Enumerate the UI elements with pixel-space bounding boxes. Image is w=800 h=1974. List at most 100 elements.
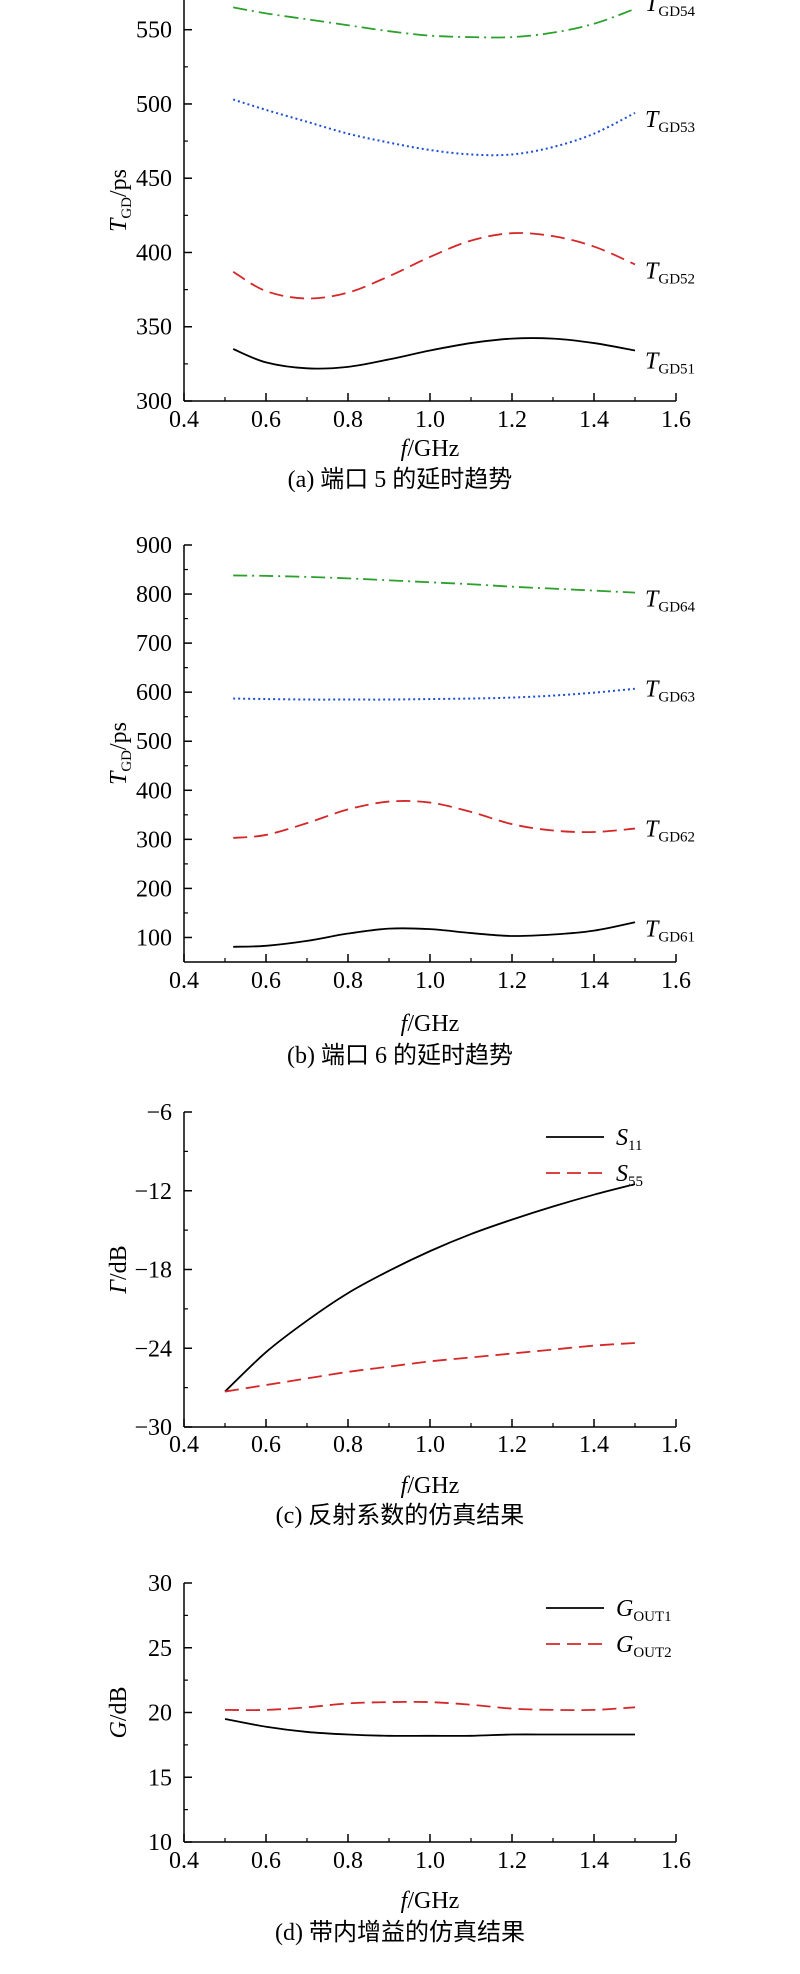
y-axis-label-main: G [106, 1721, 132, 1738]
y-axis-label-rest: /ps [106, 722, 132, 750]
legend-label: GOUT2 [616, 1632, 672, 1661]
series-line-tgd51 [232, 337, 636, 370]
x-tick-label: 0.6 [251, 968, 281, 994]
series-end-label-main: T [645, 916, 660, 942]
x-tick-label: 1.2 [497, 1848, 527, 1874]
y-tick-label: 200 [136, 876, 172, 902]
figure-caption: (b) 端口 6 的延时趋势 [287, 1042, 513, 1069]
series-end-label-main: T [645, 0, 660, 17]
x-tick-label: 1.6 [661, 968, 691, 994]
x-axis-label-main: f [401, 436, 411, 462]
legend-label-main: S [616, 1125, 628, 1151]
series-end-label-sub: GD52 [658, 271, 695, 287]
series-line-tgd63 [233, 687, 636, 701]
y-tick-label: 20 [148, 1701, 172, 1727]
x-tick-label: 1.2 [497, 407, 527, 433]
x-tick-label: 0.6 [251, 407, 281, 433]
y-tick-label: 300 [136, 389, 172, 415]
x-tick-label: 0.8 [333, 407, 363, 433]
y-axis-label-main: T [106, 770, 132, 785]
x-axis-label-rest: /GHz [407, 436, 459, 462]
series-end-label-sub: GD54 [658, 4, 695, 20]
figure-caption: (c) 反射系数的仿真结果 [276, 1502, 525, 1529]
series-line-tgd62 [233, 800, 636, 839]
x-tick-label: 1.6 [661, 407, 691, 433]
y-axis-label-rest: /dB [106, 1245, 132, 1280]
x-tick-label: 0.4 [169, 407, 199, 433]
y-tick-label: 350 [136, 315, 172, 341]
x-axis-label-main: f [401, 1888, 411, 1914]
y-tick-label: −18 [134, 1258, 172, 1284]
x-tick-label: 1.0 [415, 407, 445, 433]
x-axis-label-rest: /GHz [407, 1473, 459, 1499]
y-tick-label: −30 [134, 1415, 172, 1441]
series-end-label-sub: GD62 [658, 830, 695, 846]
x-tick-label: 0.8 [333, 968, 363, 994]
series-end-label-main: T [645, 107, 660, 133]
series-line-gout2 [224, 1700, 636, 1712]
series-end-label-sub: GD53 [658, 120, 695, 136]
legend-label-sub: OUT2 [633, 1645, 671, 1661]
x-tick-label: 1.6 [661, 1432, 691, 1458]
series-end-label-sub: GD64 [658, 600, 695, 616]
series-line-tgd64 [233, 574, 636, 594]
series-line-s55 [224, 1342, 636, 1393]
figure-caption: (d) 带内增益的仿真结果 [275, 1919, 525, 1946]
series-end-label-main: T [645, 587, 660, 613]
y-axis-label-rest: /dB [106, 1686, 132, 1721]
legend-label-sub: 11 [628, 1138, 642, 1154]
y-axis-label: G/dB [106, 1686, 132, 1738]
series-end-label: TGD64 [645, 587, 696, 616]
series-end-label: TGD54 [645, 0, 696, 20]
series-line-tgd61 [233, 921, 636, 948]
x-tick-label: 1.0 [415, 1848, 445, 1874]
x-axis-label-main: f [401, 1473, 411, 1499]
chart-a: 0.4 0.6 0.8 1.0 1.2 1.4 1.6 300 350 400 450 500 550 T… [106, 0, 696, 493]
legend-label: GOUT1 [616, 1596, 672, 1625]
series-end-label-main: T [645, 349, 660, 375]
x-tick-label: 1.2 [497, 1432, 527, 1458]
y-tick-label: 400 [136, 240, 172, 266]
y-axis-label: Γ/dB [106, 1245, 132, 1294]
x-axis-label-rest: /GHz [407, 1011, 459, 1037]
y-tick-label: −6 [146, 1100, 172, 1126]
y-axis-label-main: Γ [106, 1279, 132, 1295]
y-tick-label: 600 [136, 680, 172, 706]
x-tick-label: 1.0 [415, 968, 445, 994]
chart-c: 0.4 0.6 0.8 1.0 1.2 1.4 1.6 −30 −24 −18 −12 −6 Γ/dB f… [106, 1100, 691, 1529]
x-tick-label: 1.4 [579, 968, 609, 994]
series-line-tgd53 [232, 98, 636, 157]
y-tick-label: 30 [148, 1571, 172, 1597]
series-line-s11 [224, 1183, 636, 1393]
series-end-label: TGD61 [645, 916, 695, 945]
y-tick-label: 800 [136, 582, 172, 608]
series-end-label: TGD63 [645, 677, 695, 706]
series-end-label-sub: GD51 [658, 362, 695, 378]
x-tick-label: 1.4 [579, 407, 609, 433]
x-tick-label: 1.4 [579, 1432, 609, 1458]
y-tick-label: 450 [136, 166, 172, 192]
y-tick-label: 400 [136, 778, 172, 804]
y-tick-label: −24 [134, 1336, 172, 1362]
y-axis-label-sub: GD [119, 750, 135, 772]
series-end-label: TGD62 [645, 817, 695, 846]
y-axis-label-rest: /ps [106, 169, 132, 197]
series-line-tgd54 [233, 6, 636, 39]
series-end-label: TGD53 [645, 107, 695, 136]
legend-label: S55 [616, 1161, 643, 1190]
series-end-label-sub: GD63 [658, 690, 695, 706]
y-axis-label-sub: GD [119, 197, 135, 219]
x-tick-label: 0.4 [169, 968, 199, 994]
y-tick-label: 15 [148, 1765, 172, 1791]
legend-label-main: G [616, 1632, 633, 1658]
series-end-label-main: T [645, 258, 660, 284]
x-axis-label: f/GHz [401, 436, 460, 462]
y-tick-label: 550 [136, 18, 172, 44]
series-end-label-sub: GD61 [658, 929, 695, 945]
legend-label: S11 [616, 1125, 642, 1154]
y-tick-label: 25 [148, 1636, 172, 1662]
x-axis-label: f/GHz [401, 1888, 460, 1914]
x-axis-label: f/GHz [401, 1011, 460, 1037]
y-tick-label: 500 [136, 92, 172, 118]
